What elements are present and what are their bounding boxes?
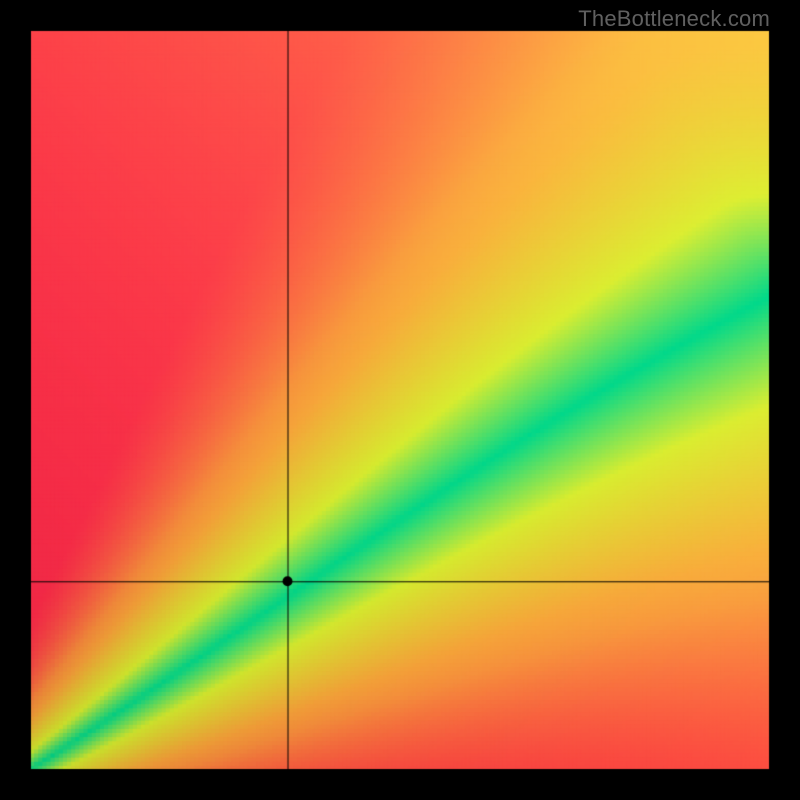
chart-container: TheBottleneck.com: [0, 0, 800, 800]
watermark-text: TheBottleneck.com: [578, 6, 770, 32]
heatmap-canvas: [0, 0, 800, 800]
